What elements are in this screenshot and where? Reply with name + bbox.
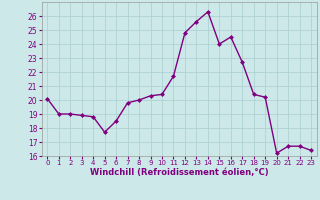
X-axis label: Windchill (Refroidissement éolien,°C): Windchill (Refroidissement éolien,°C) xyxy=(90,168,268,177)
